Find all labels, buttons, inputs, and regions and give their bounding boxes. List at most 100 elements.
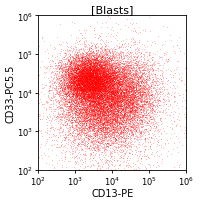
Point xyxy=(76,69,80,72)
Point xyxy=(112,125,115,129)
Point xyxy=(119,94,122,98)
Point xyxy=(111,64,114,67)
Point xyxy=(92,82,95,85)
Point xyxy=(101,81,105,84)
Point xyxy=(114,77,117,80)
Point xyxy=(180,79,183,83)
Point xyxy=(77,94,80,98)
Point xyxy=(107,111,110,114)
Point xyxy=(110,74,113,77)
Point xyxy=(63,70,66,73)
Point xyxy=(89,104,92,107)
Point xyxy=(93,65,96,69)
Point xyxy=(56,93,59,96)
Point xyxy=(134,106,137,109)
Point xyxy=(72,100,76,103)
Point xyxy=(110,115,113,119)
Point xyxy=(96,110,99,113)
Point xyxy=(103,79,107,83)
Point xyxy=(81,81,84,84)
Point xyxy=(82,70,85,73)
Point xyxy=(144,88,147,91)
Point xyxy=(113,84,116,87)
Point xyxy=(121,75,124,79)
Point xyxy=(67,91,70,95)
Point xyxy=(110,66,113,69)
Point xyxy=(143,98,146,101)
Point xyxy=(115,119,118,122)
Point xyxy=(81,84,85,87)
Point xyxy=(78,76,81,80)
Point xyxy=(130,133,134,136)
Point xyxy=(99,84,102,88)
Point xyxy=(107,90,110,93)
Point xyxy=(82,90,85,93)
Point xyxy=(83,79,86,82)
Point xyxy=(98,127,101,130)
Point xyxy=(66,70,69,73)
Point xyxy=(72,62,75,66)
Point xyxy=(75,63,78,66)
Point xyxy=(73,86,76,89)
Point xyxy=(96,67,99,71)
Point xyxy=(125,98,129,101)
Point xyxy=(101,69,104,73)
Point xyxy=(90,76,93,79)
Point xyxy=(90,84,93,88)
Point xyxy=(110,123,113,126)
Point xyxy=(117,124,121,128)
Point xyxy=(98,112,102,115)
Point xyxy=(95,84,99,87)
Point xyxy=(124,125,128,128)
Point xyxy=(100,124,103,128)
Point xyxy=(91,70,94,73)
Point xyxy=(110,117,113,121)
Point xyxy=(92,89,96,93)
Point xyxy=(107,50,110,53)
Point xyxy=(104,71,107,74)
Point xyxy=(85,106,89,110)
Point xyxy=(95,80,98,83)
Point xyxy=(126,142,129,145)
Point xyxy=(104,84,108,87)
Point xyxy=(109,134,113,137)
Point xyxy=(102,95,105,99)
Point xyxy=(134,126,137,129)
Point xyxy=(141,95,144,99)
Point xyxy=(96,85,99,88)
Point xyxy=(121,116,124,119)
Point xyxy=(90,107,93,110)
Point xyxy=(103,83,107,86)
Point xyxy=(87,96,90,100)
Point xyxy=(81,93,84,96)
Point xyxy=(128,99,132,102)
Point xyxy=(65,100,68,103)
Point xyxy=(79,90,83,93)
Point xyxy=(76,97,79,100)
Point xyxy=(93,94,96,98)
Point xyxy=(96,78,99,81)
Point xyxy=(93,72,96,75)
Point xyxy=(146,112,150,115)
Point xyxy=(95,76,98,80)
Point xyxy=(138,76,141,80)
Point xyxy=(105,68,108,71)
Point xyxy=(169,70,172,73)
Point xyxy=(99,141,102,144)
Point xyxy=(70,131,74,135)
Point xyxy=(167,91,170,94)
Point xyxy=(73,82,77,85)
Point xyxy=(98,80,101,84)
Point xyxy=(88,124,91,127)
Point xyxy=(89,165,92,168)
Point xyxy=(87,79,90,82)
Point xyxy=(85,86,88,89)
Point xyxy=(94,141,97,144)
Point xyxy=(87,134,90,138)
Point xyxy=(83,88,86,92)
Point xyxy=(58,87,61,90)
Point xyxy=(89,97,92,101)
Point xyxy=(75,76,78,79)
Point xyxy=(112,90,115,93)
Point xyxy=(56,93,59,96)
